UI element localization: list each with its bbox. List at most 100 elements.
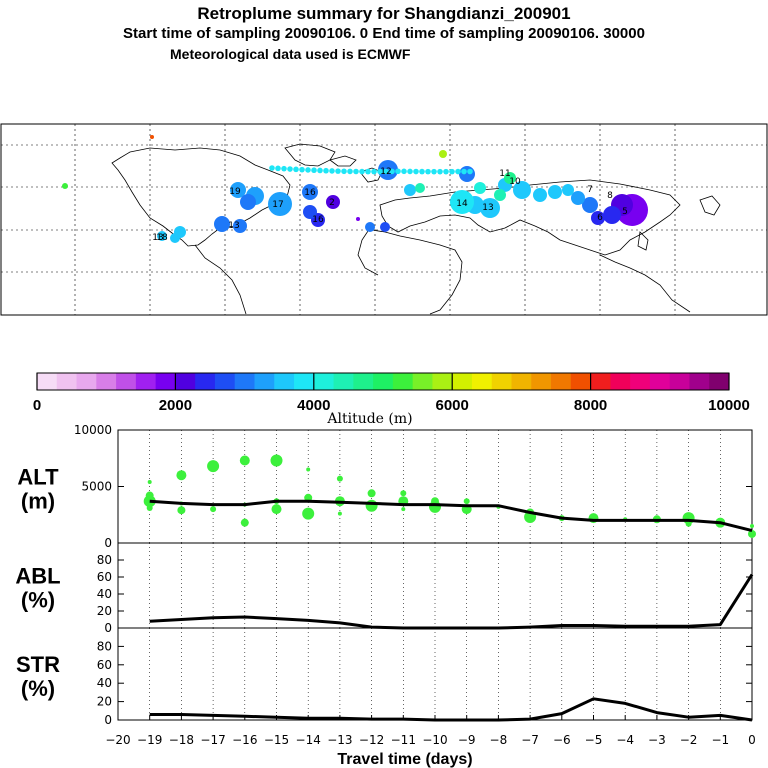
x-tick-label: −1: [711, 733, 729, 747]
trajectory-age-label: 12: [380, 167, 391, 177]
x-tick-label: −11: [391, 733, 416, 747]
trajectory-dot: [459, 166, 475, 182]
colorbar-swatch: [37, 373, 58, 390]
trajectory-age-label: 11: [499, 169, 510, 179]
colorbar-swatch: [135, 373, 157, 390]
trajectory-dot: [268, 192, 292, 216]
altitude-cluster-point: [306, 467, 311, 472]
y-tick-label: 10000: [74, 423, 112, 437]
colorbar-swatch: [76, 373, 97, 390]
trajectory-dot: [233, 219, 247, 233]
colorbar-swatch: [274, 373, 295, 390]
altitude-cluster-point: [400, 490, 407, 497]
colorbar-tick-label: 10000: [708, 397, 750, 414]
colorbar-swatch: [471, 373, 493, 390]
altitude-cluster-point: [177, 506, 186, 515]
colorbar-label: Altitude (m): [326, 411, 412, 427]
trajectory-age-label: 17: [272, 200, 283, 210]
sampling-time-text: Start time of sampling 20090106. 0 End t…: [123, 25, 645, 42]
colorbar-swatch: [175, 373, 196, 390]
altitude-cluster-point: [401, 507, 406, 512]
trajectory-dot: [170, 233, 180, 243]
trajectory-age-label: 16: [304, 188, 316, 198]
x-tick-label: −4: [616, 733, 634, 747]
trajectory-dot: [582, 197, 598, 213]
trajectory-age-label: 13: [228, 221, 239, 231]
colorbar-swatch: [630, 373, 651, 390]
colorbar-swatch: [313, 373, 335, 390]
x-tick-label: −5: [585, 733, 603, 747]
altitude-cluster-point: [147, 479, 152, 484]
colorbar-swatch: [709, 373, 730, 390]
x-tick-label: −6: [553, 733, 571, 747]
panel-ylabel: (%): [21, 676, 55, 701]
trajectory-band-dot: [425, 168, 431, 175]
colorbar-swatch: [649, 373, 671, 390]
trajectory-band-dot: [365, 168, 371, 175]
colorbar-swatch: [234, 373, 255, 390]
trajectory-dot: [240, 194, 256, 210]
x-tick-label: −2: [680, 733, 698, 747]
trajectory-band-dot: [305, 167, 311, 173]
trajectory-age-label: 13: [152, 233, 163, 243]
colorbar-tick-label: 0: [33, 397, 41, 414]
trajectory-age-label: 8: [607, 191, 613, 201]
trajectory-dot: [571, 191, 585, 205]
y-tick-label: 0: [104, 536, 112, 550]
trajectory-band-dot: [461, 168, 467, 175]
trajectory-band-dot: [347, 168, 353, 175]
trajectory-band-dot: [449, 168, 455, 175]
y-tick-label: 80: [97, 553, 112, 567]
trajectory-age-label: 10: [509, 177, 521, 187]
trajectory-band-dot: [359, 168, 365, 175]
trajectory-age-label: 2: [329, 198, 335, 208]
trajectory-dot: [415, 183, 425, 193]
colorbar-swatch: [294, 373, 315, 390]
series-line-alt: [149, 499, 753, 533]
altitude-cluster-point: [367, 489, 376, 498]
trajectory-band-dot: [383, 168, 389, 175]
colorbar-tick-label: 2000: [159, 397, 192, 414]
trajectory-dot: [548, 185, 562, 199]
altitude-cluster-point: [336, 475, 343, 482]
trajectory-band-dot: [341, 168, 347, 175]
y-tick-label: 5000: [81, 480, 112, 494]
trajectory-dot: [150, 135, 154, 139]
panel-ylabel: (%): [21, 588, 55, 613]
colorbar-swatch: [155, 373, 176, 390]
trajectory-band-dot: [395, 168, 401, 175]
met-data-text: Meteorological data used is ECMWF: [170, 46, 411, 62]
y-tick-label: 60: [97, 570, 112, 584]
y-tick-label: 40: [97, 676, 112, 690]
trajectory-dot: [303, 205, 317, 219]
trajectory-band-dot: [443, 168, 449, 175]
colorbar-swatch: [333, 373, 354, 390]
series-line-abl: [149, 573, 754, 630]
trajectory-dot: [562, 184, 574, 196]
trajectory-band-dot: [311, 167, 317, 174]
trajectory-band-dot: [431, 168, 437, 175]
time-series-panels: 0500010000ALT(m)020406080ABL(%)020406080…: [15, 423, 756, 768]
panel-alt: 0 5000 10000 ALT(m): [17, 423, 756, 550]
altitude-cluster-point: [271, 504, 282, 515]
trajectory-age-label: 5: [622, 207, 628, 217]
trajectory-band-dot: [377, 168, 383, 175]
altitude-cluster-point: [210, 506, 217, 513]
trajectory-dot: [326, 195, 340, 209]
y-tick-label: 0: [104, 621, 112, 635]
trajectory-dot: [603, 206, 621, 224]
trajectory-age-label: 16: [312, 215, 324, 225]
x-tick-label: −10: [422, 733, 447, 747]
trajectory-age-label: 14: [456, 199, 468, 209]
trajectory-band-dot: [467, 168, 473, 175]
trajectory-band-dot: [323, 167, 329, 174]
colorbar-swatch: [432, 373, 453, 390]
altitude-cluster-point: [239, 455, 250, 466]
altitude-cluster-point: [176, 470, 187, 481]
trajectory-dot: [302, 184, 318, 200]
colorbar-swatch: [689, 373, 710, 390]
trajectory-band-dot: [455, 168, 461, 175]
colorbar-swatch: [412, 373, 433, 390]
x-tick-label: −3: [648, 733, 666, 747]
trajectory-band-dot: [407, 168, 413, 175]
